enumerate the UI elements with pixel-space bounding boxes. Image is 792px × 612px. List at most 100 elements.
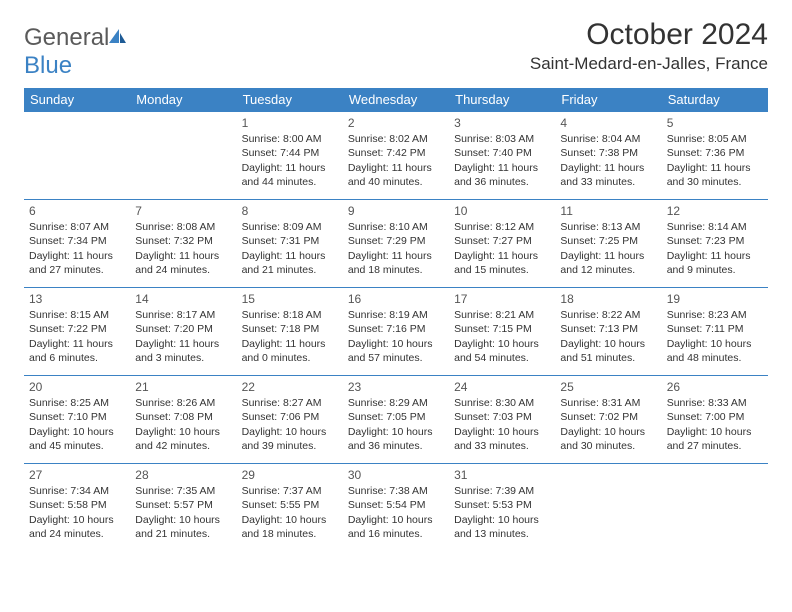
sunset-text: Sunset: 5:54 PM — [348, 498, 444, 512]
sunset-text: Sunset: 7:42 PM — [348, 146, 444, 160]
sunrise-text: Sunrise: 7:37 AM — [242, 484, 338, 498]
day-number: 18 — [560, 291, 656, 307]
day-header: Thursday — [449, 88, 555, 112]
calendar-cell: 15Sunrise: 8:18 AMSunset: 7:18 PMDayligh… — [237, 288, 343, 376]
daylight-text: Daylight: 10 hours and 51 minutes. — [560, 337, 656, 365]
sunrise-text: Sunrise: 8:22 AM — [560, 308, 656, 322]
day-number: 15 — [242, 291, 338, 307]
sunset-text: Sunset: 7:38 PM — [560, 146, 656, 160]
sunrise-text: Sunrise: 8:19 AM — [348, 308, 444, 322]
sunrise-text: Sunrise: 8:04 AM — [560, 132, 656, 146]
day-header: Wednesday — [343, 88, 449, 112]
sunset-text: Sunset: 7:05 PM — [348, 410, 444, 424]
calendar-cell — [662, 464, 768, 552]
sunrise-text: Sunrise: 8:17 AM — [135, 308, 231, 322]
calendar-cell: 29Sunrise: 7:37 AMSunset: 5:55 PMDayligh… — [237, 464, 343, 552]
day-number: 31 — [454, 467, 550, 483]
sunset-text: Sunset: 5:57 PM — [135, 498, 231, 512]
calendar-cell: 30Sunrise: 7:38 AMSunset: 5:54 PMDayligh… — [343, 464, 449, 552]
daylight-text: Daylight: 11 hours and 6 minutes. — [29, 337, 125, 365]
day-header: Monday — [130, 88, 236, 112]
sunrise-text: Sunrise: 8:25 AM — [29, 396, 125, 410]
daylight-text: Daylight: 11 hours and 15 minutes. — [454, 249, 550, 277]
logo: GeneralBlue — [24, 18, 127, 80]
daylight-text: Daylight: 10 hours and 57 minutes. — [348, 337, 444, 365]
page-title: October 2024 — [530, 18, 768, 52]
daylight-text: Daylight: 10 hours and 45 minutes. — [29, 425, 125, 453]
sunrise-text: Sunrise: 8:27 AM — [242, 396, 338, 410]
sunset-text: Sunset: 7:18 PM — [242, 322, 338, 336]
calendar-cell: 28Sunrise: 7:35 AMSunset: 5:57 PMDayligh… — [130, 464, 236, 552]
day-number: 30 — [348, 467, 444, 483]
daylight-text: Daylight: 11 hours and 12 minutes. — [560, 249, 656, 277]
sunrise-text: Sunrise: 8:08 AM — [135, 220, 231, 234]
calendar-cell: 14Sunrise: 8:17 AMSunset: 7:20 PMDayligh… — [130, 288, 236, 376]
sunrise-text: Sunrise: 8:12 AM — [454, 220, 550, 234]
calendar-table: SundayMondayTuesdayWednesdayThursdayFrid… — [24, 88, 768, 552]
daylight-text: Daylight: 11 hours and 21 minutes. — [242, 249, 338, 277]
daylight-text: Daylight: 10 hours and 54 minutes. — [454, 337, 550, 365]
daylight-text: Daylight: 10 hours and 48 minutes. — [667, 337, 763, 365]
calendar-cell: 23Sunrise: 8:29 AMSunset: 7:05 PMDayligh… — [343, 376, 449, 464]
daylight-text: Daylight: 11 hours and 9 minutes. — [667, 249, 763, 277]
logo-text-b: Blue — [24, 52, 72, 79]
daylight-text: Daylight: 11 hours and 40 minutes. — [348, 161, 444, 189]
sunset-text: Sunset: 7:00 PM — [667, 410, 763, 424]
sunset-text: Sunset: 7:40 PM — [454, 146, 550, 160]
daylight-text: Daylight: 11 hours and 3 minutes. — [135, 337, 231, 365]
sunset-text: Sunset: 7:13 PM — [560, 322, 656, 336]
day-number: 10 — [454, 203, 550, 219]
calendar-cell: 26Sunrise: 8:33 AMSunset: 7:00 PMDayligh… — [662, 376, 768, 464]
calendar-cell: 27Sunrise: 7:34 AMSunset: 5:58 PMDayligh… — [24, 464, 130, 552]
sunset-text: Sunset: 7:36 PM — [667, 146, 763, 160]
day-number: 14 — [135, 291, 231, 307]
sunset-text: Sunset: 7:16 PM — [348, 322, 444, 336]
day-number: 4 — [560, 115, 656, 131]
sunset-text: Sunset: 7:02 PM — [560, 410, 656, 424]
day-header: Tuesday — [237, 88, 343, 112]
calendar-head: SundayMondayTuesdayWednesdayThursdayFrid… — [24, 88, 768, 112]
day-number: 8 — [242, 203, 338, 219]
daylight-text: Daylight: 11 hours and 18 minutes. — [348, 249, 444, 277]
day-number: 1 — [242, 115, 338, 131]
day-number: 29 — [242, 467, 338, 483]
day-number: 9 — [348, 203, 444, 219]
calendar-cell — [555, 464, 661, 552]
calendar-cell: 3Sunrise: 8:03 AMSunset: 7:40 PMDaylight… — [449, 112, 555, 200]
sunset-text: Sunset: 7:29 PM — [348, 234, 444, 248]
calendar-cell: 6Sunrise: 8:07 AMSunset: 7:34 PMDaylight… — [24, 200, 130, 288]
calendar-cell: 10Sunrise: 8:12 AMSunset: 7:27 PMDayligh… — [449, 200, 555, 288]
sunrise-text: Sunrise: 8:26 AM — [135, 396, 231, 410]
sunset-text: Sunset: 5:58 PM — [29, 498, 125, 512]
daylight-text: Daylight: 10 hours and 13 minutes. — [454, 513, 550, 541]
calendar-cell: 1Sunrise: 8:00 AMSunset: 7:44 PMDaylight… — [237, 112, 343, 200]
calendar-cell: 12Sunrise: 8:14 AMSunset: 7:23 PMDayligh… — [662, 200, 768, 288]
sunset-text: Sunset: 7:31 PM — [242, 234, 338, 248]
day-number: 27 — [29, 467, 125, 483]
calendar-body: 1Sunrise: 8:00 AMSunset: 7:44 PMDaylight… — [24, 112, 768, 552]
calendar-cell — [24, 112, 130, 200]
day-number: 13 — [29, 291, 125, 307]
sunset-text: Sunset: 5:53 PM — [454, 498, 550, 512]
day-header: Friday — [555, 88, 661, 112]
calendar-cell: 2Sunrise: 8:02 AMSunset: 7:42 PMDaylight… — [343, 112, 449, 200]
calendar-cell: 18Sunrise: 8:22 AMSunset: 7:13 PMDayligh… — [555, 288, 661, 376]
daylight-text: Daylight: 11 hours and 33 minutes. — [560, 161, 656, 189]
daylight-text: Daylight: 10 hours and 42 minutes. — [135, 425, 231, 453]
day-header: Sunday — [24, 88, 130, 112]
sunrise-text: Sunrise: 8:07 AM — [29, 220, 125, 234]
sunset-text: Sunset: 7:23 PM — [667, 234, 763, 248]
daylight-text: Daylight: 10 hours and 36 minutes. — [348, 425, 444, 453]
sunrise-text: Sunrise: 8:03 AM — [454, 132, 550, 146]
logo-text: GeneralBlue — [24, 24, 127, 80]
title-block: October 2024 Saint-Medard-en-Jalles, Fra… — [530, 18, 768, 74]
calendar-cell — [130, 112, 236, 200]
day-number: 21 — [135, 379, 231, 395]
sunrise-text: Sunrise: 8:10 AM — [348, 220, 444, 234]
calendar-cell: 5Sunrise: 8:05 AMSunset: 7:36 PMDaylight… — [662, 112, 768, 200]
sunset-text: Sunset: 7:25 PM — [560, 234, 656, 248]
sunset-text: Sunset: 7:03 PM — [454, 410, 550, 424]
day-number: 3 — [454, 115, 550, 131]
daylight-text: Daylight: 10 hours and 39 minutes. — [242, 425, 338, 453]
sunset-text: Sunset: 7:44 PM — [242, 146, 338, 160]
